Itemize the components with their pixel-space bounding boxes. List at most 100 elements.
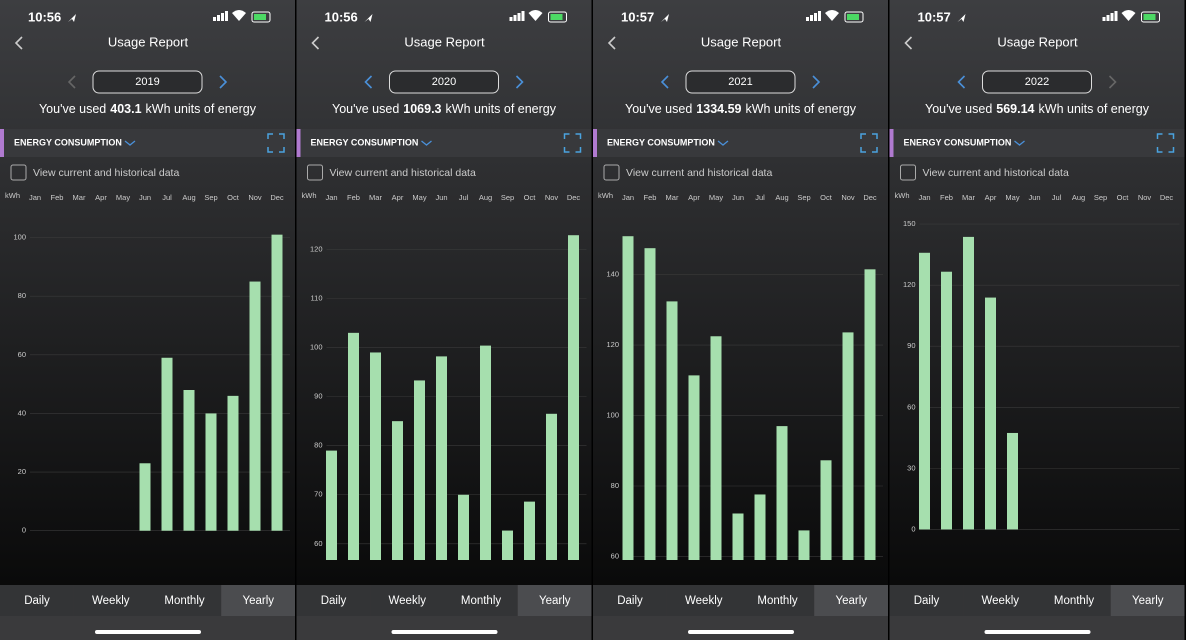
x-tick-label: Apr <box>95 193 107 202</box>
x-tick-label: Mar <box>962 193 975 202</box>
next-year[interactable] <box>812 75 821 89</box>
tab[interactable] <box>1037 585 1111 616</box>
signal-bar <box>513 15 517 21</box>
tab[interactable] <box>963 585 1037 616</box>
usage-prefix: You've used <box>39 102 106 116</box>
tab[interactable] <box>889 585 964 616</box>
signal-bar <box>217 15 220 21</box>
section-dropdown[interactable] <box>124 140 136 146</box>
usage-amount: 1069.3 <box>403 102 441 116</box>
x-tick-label: May <box>116 193 130 202</box>
x-tick-label: Apr <box>392 193 404 202</box>
tab[interactable] <box>73 585 148 616</box>
tab[interactable] <box>0 585 74 616</box>
back-button[interactable] <box>311 36 320 50</box>
expand-icon[interactable] <box>860 133 878 153</box>
section-dropdown[interactable] <box>717 140 729 146</box>
checkbox[interactable] <box>10 164 27 181</box>
signal-bar <box>213 17 216 21</box>
tab[interactable] <box>666 585 741 616</box>
y-tick-label: 150 <box>903 219 916 228</box>
next-year[interactable] <box>219 75 228 89</box>
tab[interactable] <box>517 585 592 616</box>
checkbox[interactable] <box>900 164 916 181</box>
tab[interactable] <box>814 585 888 616</box>
location-icon <box>364 14 373 22</box>
back-button[interactable] <box>607 36 616 50</box>
year-label: 2019 <box>135 76 159 88</box>
battery-level <box>1143 14 1156 20</box>
tab[interactable] <box>593 585 667 616</box>
x-tick-label: Aug <box>1072 193 1085 202</box>
section-bar <box>889 129 1185 157</box>
y-tick-label: 80 <box>611 481 619 490</box>
bar <box>524 501 535 560</box>
location-icon <box>957 14 966 22</box>
year-box[interactable] <box>685 70 796 94</box>
year-label: 2020 <box>432 76 456 88</box>
section-dropdown[interactable] <box>421 140 432 146</box>
back-button[interactable] <box>14 36 23 50</box>
usage-prefix: You've used <box>332 102 399 116</box>
bar <box>622 236 634 560</box>
y-tick-label: 80 <box>18 291 26 300</box>
x-tick-label: Apr <box>985 193 997 202</box>
checkbox-label: View current and historical data <box>330 167 476 179</box>
y-tick-label: 110 <box>311 293 323 302</box>
year-box[interactable] <box>389 70 499 94</box>
tab[interactable] <box>147 585 222 616</box>
next-year[interactable] <box>515 75 524 89</box>
panel-background <box>0 0 295 640</box>
bar <box>644 248 656 560</box>
checkbox[interactable] <box>603 164 620 181</box>
back-button[interactable] <box>904 36 913 50</box>
x-tick-label: Oct <box>524 193 537 202</box>
wifi-icon <box>232 10 246 21</box>
checkbox[interactable] <box>307 164 323 181</box>
prev-year[interactable] <box>660 75 669 89</box>
tab[interactable] <box>370 585 444 616</box>
x-tick-label: Feb <box>644 193 657 202</box>
next-year[interactable] <box>1108 75 1117 89</box>
tab[interactable] <box>444 585 518 616</box>
bar <box>271 234 283 531</box>
prev-year[interactable] <box>67 75 76 89</box>
tab[interactable] <box>296 585 371 616</box>
x-tick-label: Mar <box>666 193 679 202</box>
prev-year[interactable] <box>957 75 966 89</box>
year-box[interactable] <box>982 70 1092 94</box>
usage-text: You've used 403.1 kWh units of energy <box>39 102 257 116</box>
tab[interactable] <box>740 585 815 616</box>
phone-panel: 10:57 Usage Report 2021 You've used 1334.59 k… <box>593 0 888 640</box>
expand-icon[interactable] <box>267 133 285 153</box>
battery <box>844 11 864 23</box>
bar <box>392 421 403 560</box>
y-tick-label: 100 <box>310 343 323 352</box>
expand-icon[interactable] <box>563 133 582 153</box>
usage-suffix: kWh units of energy <box>1039 102 1150 116</box>
section-dropdown[interactable] <box>1014 140 1025 146</box>
signal-bar <box>1114 11 1118 21</box>
checkbox-label: View current and historical data <box>33 167 179 179</box>
usage-text: You've used 569.14 kWh units of energy <box>925 102 1150 116</box>
bar <box>249 281 261 531</box>
page-title: Usage Report <box>108 34 189 49</box>
bar <box>820 460 832 560</box>
tab[interactable] <box>1110 585 1185 616</box>
status-time: 10:57 <box>621 9 654 24</box>
bar <box>963 236 974 530</box>
y-axis-label: kWh <box>598 191 613 200</box>
prev-year[interactable] <box>364 75 373 89</box>
home-indicator <box>688 630 794 634</box>
bar <box>161 357 173 531</box>
year-box[interactable] <box>92 70 203 94</box>
usage-text: You've used 1334.59 kWh units of energy <box>625 102 857 116</box>
tab[interactable] <box>221 585 295 616</box>
y-tick-label: 120 <box>903 280 916 289</box>
expand-icon[interactable] <box>1156 133 1175 153</box>
bar <box>568 235 579 560</box>
signal-bar <box>1106 15 1110 21</box>
section-accent <box>0 129 4 157</box>
bar <box>414 380 425 560</box>
y-tick-label: 70 <box>314 490 322 499</box>
